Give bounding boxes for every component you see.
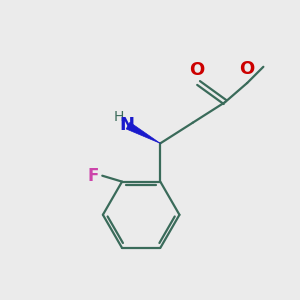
Text: N: N [119,116,134,134]
Text: H: H [113,110,124,124]
Text: F: F [87,167,99,185]
Polygon shape [126,122,160,143]
Text: O: O [239,60,255,78]
Text: O: O [190,61,205,79]
